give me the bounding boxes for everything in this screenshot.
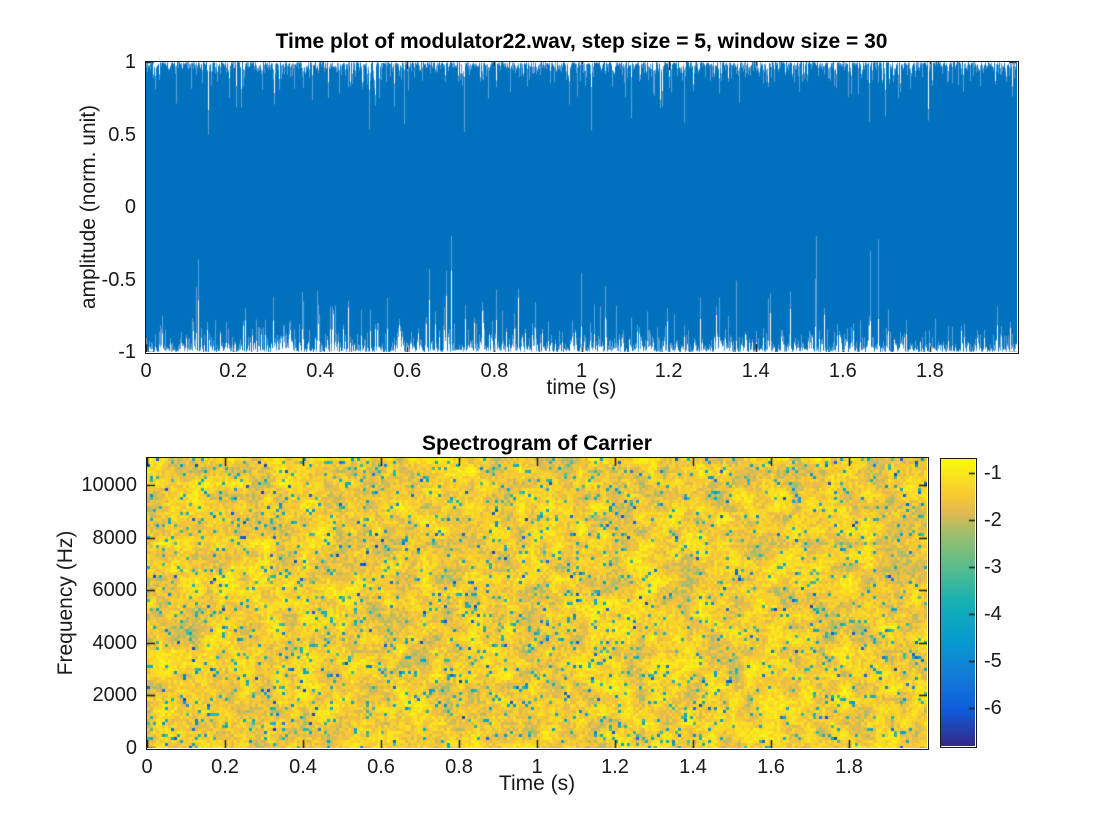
tick-label: 10000 [81, 473, 137, 496]
tick-label: -6 [984, 697, 1002, 720]
tick-label: 0.5 [108, 123, 136, 146]
bottom-plot-xlabel: Time (s) [498, 772, 576, 795]
tick-label: 0 [124, 196, 136, 218]
tick-label: 6000 [92, 579, 138, 602]
waveform-plot [146, 62, 1017, 352]
tick-label: -3 [984, 556, 1002, 579]
tick-label: 2000 [92, 684, 138, 707]
tick-label: -1 [984, 462, 1002, 485]
tick-label: 4000 [92, 631, 138, 654]
tick-label: -2 [984, 509, 1002, 532]
top-plot-ylabel: amplitude (norm. unit) [77, 104, 100, 310]
tick-label: 0 [125, 737, 137, 759]
tick-label: -4 [984, 603, 1002, 626]
bottom-plot-ylabel: Frequency (Hz) [54, 530, 77, 676]
tick-label: -1 [118, 341, 136, 363]
top-plot-xlabel: time (s) [546, 376, 617, 399]
tick-label: 8000 [92, 526, 138, 549]
tick-label: -5 [984, 650, 1002, 673]
tick-label: 1 [124, 51, 136, 73]
colorbar [941, 459, 975, 746]
top-plot-title: Time plot of modulator22.wav, step size … [275, 30, 888, 53]
tick-label: -0.5 [101, 268, 136, 291]
spectrogram-plot [147, 458, 927, 748]
bottom-plot-title: Spectrogram of Carrier [422, 432, 652, 455]
